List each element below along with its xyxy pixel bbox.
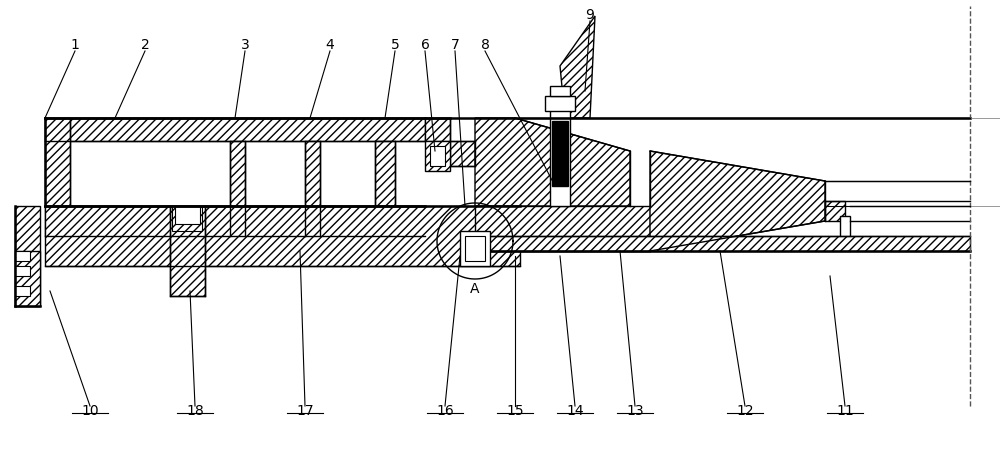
Text: 1: 1 [71,38,79,52]
Text: 14: 14 [566,403,584,417]
Polygon shape [650,152,825,251]
Polygon shape [15,251,40,307]
Text: 15: 15 [506,403,524,417]
Bar [15,251,30,261]
Polygon shape [45,207,520,267]
Text: 11: 11 [836,403,854,417]
Text: 2: 2 [141,38,149,52]
Text: 9: 9 [586,8,594,22]
Text: A: A [470,281,480,296]
Polygon shape [15,207,40,307]
Polygon shape [450,142,475,167]
Text: 5: 5 [391,38,399,52]
Polygon shape [230,142,245,237]
Bar [430,147,445,167]
Text: 10: 10 [81,403,99,417]
Bar [172,207,202,231]
Text: 4: 4 [326,38,334,52]
Bar [460,231,490,267]
Polygon shape [45,207,425,237]
Text: 7: 7 [451,38,459,52]
Bar [550,107,570,207]
Text: 13: 13 [626,403,644,417]
Polygon shape [475,207,650,251]
Polygon shape [475,119,630,207]
Bar [550,87,570,97]
Polygon shape [375,142,395,207]
Polygon shape [305,142,320,237]
Polygon shape [825,201,845,221]
Polygon shape [45,119,70,207]
Text: 8: 8 [481,38,489,52]
Polygon shape [425,142,450,172]
Bar [15,267,30,277]
Text: 3: 3 [241,38,249,52]
Polygon shape [560,17,595,119]
Text: 6: 6 [421,38,429,52]
Polygon shape [840,217,850,241]
Text: 12: 12 [736,403,754,417]
Polygon shape [425,119,450,142]
Bar [175,207,200,225]
Polygon shape [45,119,425,142]
Text: 18: 18 [186,403,204,417]
Text: 17: 17 [296,403,314,417]
Text: 16: 16 [436,403,454,417]
Polygon shape [475,237,970,251]
Bar [545,97,575,112]
Bar [15,287,30,297]
Polygon shape [170,207,205,297]
Bar [465,237,485,261]
Bar [552,122,568,187]
